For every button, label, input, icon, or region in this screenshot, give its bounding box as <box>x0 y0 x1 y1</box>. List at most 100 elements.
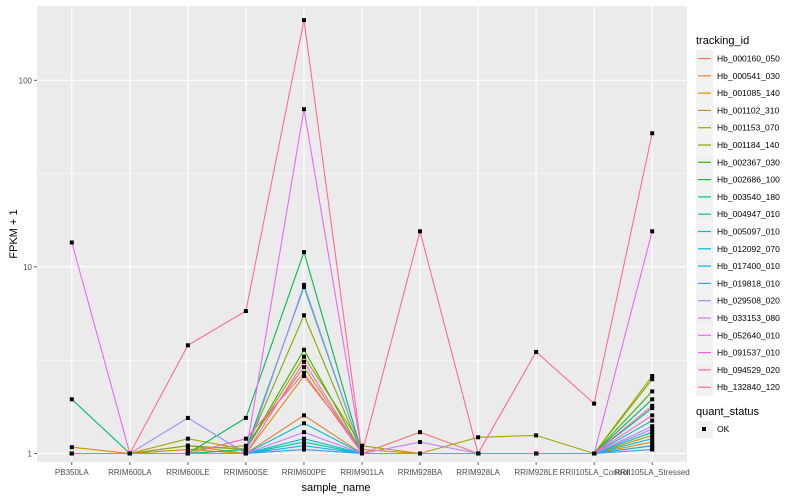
legend-label: Hb_012092_070 <box>717 244 780 254</box>
data-point <box>302 354 306 359</box>
data-point <box>302 282 306 287</box>
legend-label: Hb_004947_010 <box>717 209 780 219</box>
data-point <box>418 229 422 234</box>
legend-label: Hb_000541_030 <box>717 71 780 81</box>
data-point <box>185 443 190 448</box>
data-point <box>534 433 539 438</box>
data-point <box>302 371 306 375</box>
legend-label: Hb_000160_050 <box>717 54 780 64</box>
data-point <box>302 421 306 426</box>
data-point <box>650 427 655 432</box>
legend-label: Hb_033153_080 <box>717 313 780 323</box>
data-point <box>69 240 74 245</box>
status-legend-marker <box>702 427 706 431</box>
legend-label: Hb_094529_020 <box>717 365 780 375</box>
y-tick-label: 10 <box>23 263 32 272</box>
data-point <box>243 415 248 420</box>
data-point <box>243 436 248 441</box>
legend-label: Hb_001102_310 <box>717 105 780 115</box>
legend-label: Hb_132840_120 <box>717 382 780 392</box>
grid-lines <box>37 6 687 462</box>
data-point <box>302 285 306 289</box>
data-point <box>650 430 655 435</box>
x-tick-label: RRIM600LA <box>108 468 152 477</box>
data-point <box>418 430 422 435</box>
data-point <box>302 313 306 318</box>
legend-label: Hb_017400_010 <box>717 261 780 271</box>
data-point <box>650 389 655 394</box>
data-point <box>243 309 248 313</box>
legend-label: Hb_001153_070 <box>717 123 780 133</box>
x-tick-label: RRIM928LA <box>456 468 500 477</box>
data-point <box>534 349 539 354</box>
data-point <box>650 403 655 408</box>
data-point <box>650 443 655 448</box>
data-point <box>243 451 248 456</box>
data-point <box>592 401 597 406</box>
data-point <box>476 435 481 440</box>
data-point <box>302 359 306 364</box>
data-point <box>302 443 306 448</box>
data-point <box>69 451 74 456</box>
data-point <box>243 443 248 448</box>
data-point <box>185 447 190 452</box>
data-point <box>650 413 655 418</box>
x-tick-label: RRIM600LE <box>166 468 210 477</box>
legend-label: Hb_029508_020 <box>717 296 780 306</box>
data-point <box>185 436 190 441</box>
x-tick-label: PB350LA <box>55 468 89 477</box>
legend-label: Hb_002367_030 <box>717 157 780 167</box>
legend-label: Hb_019818_010 <box>717 278 780 288</box>
data-point <box>185 343 190 348</box>
data-point <box>650 374 655 378</box>
data-point <box>302 347 306 352</box>
data-point <box>127 451 132 456</box>
data-point <box>650 406 655 411</box>
legend-label: Hb_001184_140 <box>717 140 780 150</box>
x-axis-title: sample_name <box>301 482 370 494</box>
data-point <box>185 451 190 456</box>
legend-label: Hb_003540_180 <box>717 192 780 202</box>
x-tick-label: RRIM600SE <box>224 468 268 477</box>
data-point <box>69 445 74 450</box>
data-point <box>69 397 74 402</box>
y-axis-title: FPKM + 1 <box>8 209 20 258</box>
data-point <box>360 443 364 448</box>
data-point <box>650 377 655 382</box>
legend-title: tracking_id <box>696 35 749 47</box>
data-point <box>650 424 655 429</box>
legend-label: Hb_091537_010 <box>717 348 780 358</box>
data-point <box>650 440 655 445</box>
y-tick-label: 1 <box>28 449 33 458</box>
data-point <box>302 436 306 441</box>
data-point <box>302 430 306 435</box>
data-point <box>302 107 306 112</box>
data-point <box>302 18 306 23</box>
y-tick-label: 100 <box>19 76 33 85</box>
data-point <box>418 440 422 445</box>
data-point <box>650 418 655 423</box>
data-point <box>302 365 306 370</box>
data-point <box>302 250 306 255</box>
x-tick-label: RRIM901LA <box>340 468 384 477</box>
legend-label: Hb_001085_140 <box>717 88 780 98</box>
x-axis: PB350LA RRIM600LA RRIM600LE RRIM600SE RRIM60… <box>55 462 690 477</box>
data-point <box>650 436 655 441</box>
x-tick-label: RRIM600PE <box>282 468 326 477</box>
data-point <box>302 413 306 418</box>
data-point <box>243 447 248 452</box>
data-point <box>534 451 539 456</box>
data-point <box>360 447 364 452</box>
data-point <box>476 451 481 456</box>
legend-label: Hb_005097_010 <box>717 227 780 237</box>
status-legend-label: OK <box>717 424 730 434</box>
x-tick-label: RRII105LA_Control <box>559 468 629 477</box>
data-point <box>418 451 422 456</box>
x-tick-label: RRIM928BA <box>398 468 443 477</box>
data-point <box>302 447 306 452</box>
data-points <box>69 18 655 456</box>
data-point <box>650 397 655 402</box>
data-point <box>302 374 306 378</box>
data-point <box>650 433 655 438</box>
